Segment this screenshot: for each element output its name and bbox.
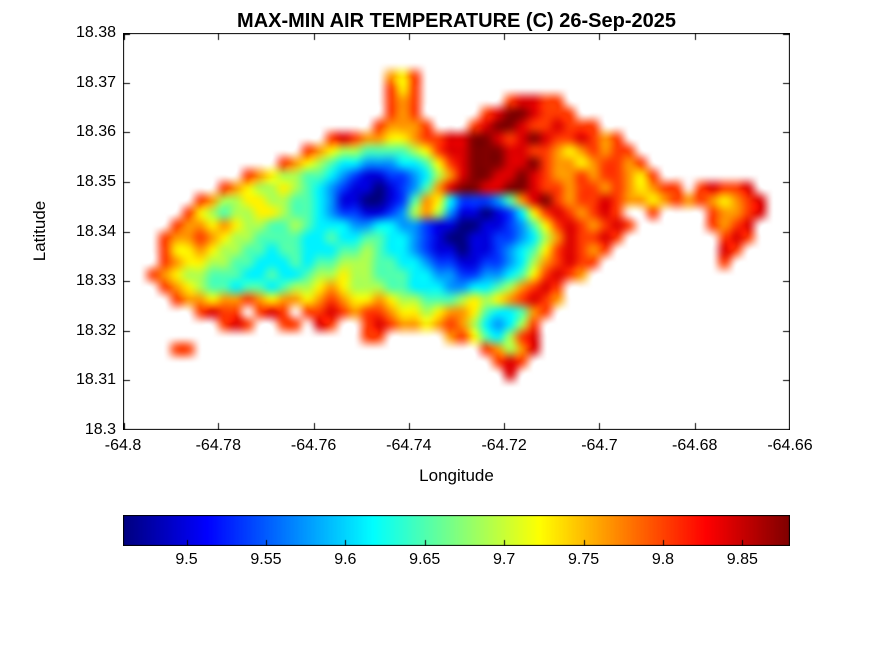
x-tick-label: -64.7 [581, 437, 618, 454]
y-tick-label: 18.3 [84, 421, 116, 438]
chart-title: MAX-MIN AIR TEMPERATURE (C) 26-Sep-2025 [237, 10, 676, 32]
x-tick-label: -64.78 [195, 437, 241, 454]
colorbar-tick-label: 9.8 [651, 551, 675, 568]
x-axis-label: Longitude [419, 466, 494, 485]
x-tick-label: -64.72 [481, 437, 527, 454]
colorbar-tick-label: 9.55 [250, 551, 282, 568]
y-tick-label: 18.35 [75, 172, 116, 190]
colorbar-tick-label: 9.7 [493, 551, 516, 568]
y-tick-label: 18.31 [75, 371, 116, 389]
y-tick-label: 18.34 [75, 222, 116, 240]
colorbar-tick-label: 9.5 [175, 551, 198, 568]
x-tick-label: -64.68 [672, 437, 718, 454]
x-tick-label: -64.8 [104, 437, 142, 454]
colorbar-tick-label: 9.75 [567, 551, 600, 568]
colorbar [123, 515, 790, 546]
y-tick-label: 18.36 [75, 123, 116, 141]
colorbar-tick-label: 9.6 [334, 551, 357, 568]
colorbar-tick-label: 9.65 [409, 551, 441, 568]
colorbar-tick-label: 9.85 [726, 551, 758, 568]
y-tick-label: 18.37 [75, 73, 116, 91]
x-tick-label: -64.66 [767, 437, 813, 454]
x-tick-label: -64.74 [386, 437, 432, 454]
y-tick-label: 18.38 [75, 24, 116, 41]
x-tick-label: -64.76 [290, 437, 337, 454]
y-tick-label: 18.33 [75, 272, 116, 290]
y-tick-label: 18.32 [75, 321, 116, 339]
heatmap-plot [123, 33, 790, 430]
